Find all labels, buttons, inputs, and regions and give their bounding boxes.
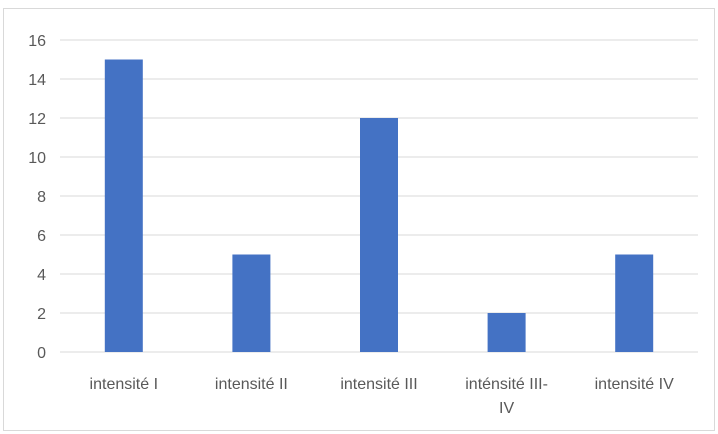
y-tick-label: 6 [37, 228, 46, 245]
y-tick-label: 4 [37, 267, 46, 284]
x-axis-category-labels: intensité I intensité II intensité III inté… [90, 376, 675, 417]
x-category-label: IV [499, 400, 514, 417]
y-tick-label: 10 [28, 150, 46, 167]
y-tick-label: 2 [37, 306, 46, 323]
bar-1 [104, 59, 143, 352]
x-category-label: inténsité III- [465, 376, 548, 393]
y-tick-label: 0 [37, 345, 46, 362]
bar-3 [360, 118, 398, 352]
x-category-label: intensité IV [595, 376, 674, 393]
y-tick-label: 8 [37, 189, 46, 206]
x-category-label: intensité II [215, 376, 288, 393]
bar-5 [615, 254, 654, 352]
bars [104, 59, 654, 352]
y-tick-label: 16 [28, 33, 46, 50]
x-category-label: intensité I [90, 376, 158, 393]
bar-2 [232, 254, 271, 352]
bar-4 [487, 313, 526, 352]
y-axis-tick-labels: 0 2 4 6 8 10 12 14 16 [28, 33, 46, 362]
x-category-label: intensité III [340, 376, 417, 393]
y-tick-label: 14 [28, 72, 46, 89]
y-tick-label: 12 [28, 111, 46, 128]
